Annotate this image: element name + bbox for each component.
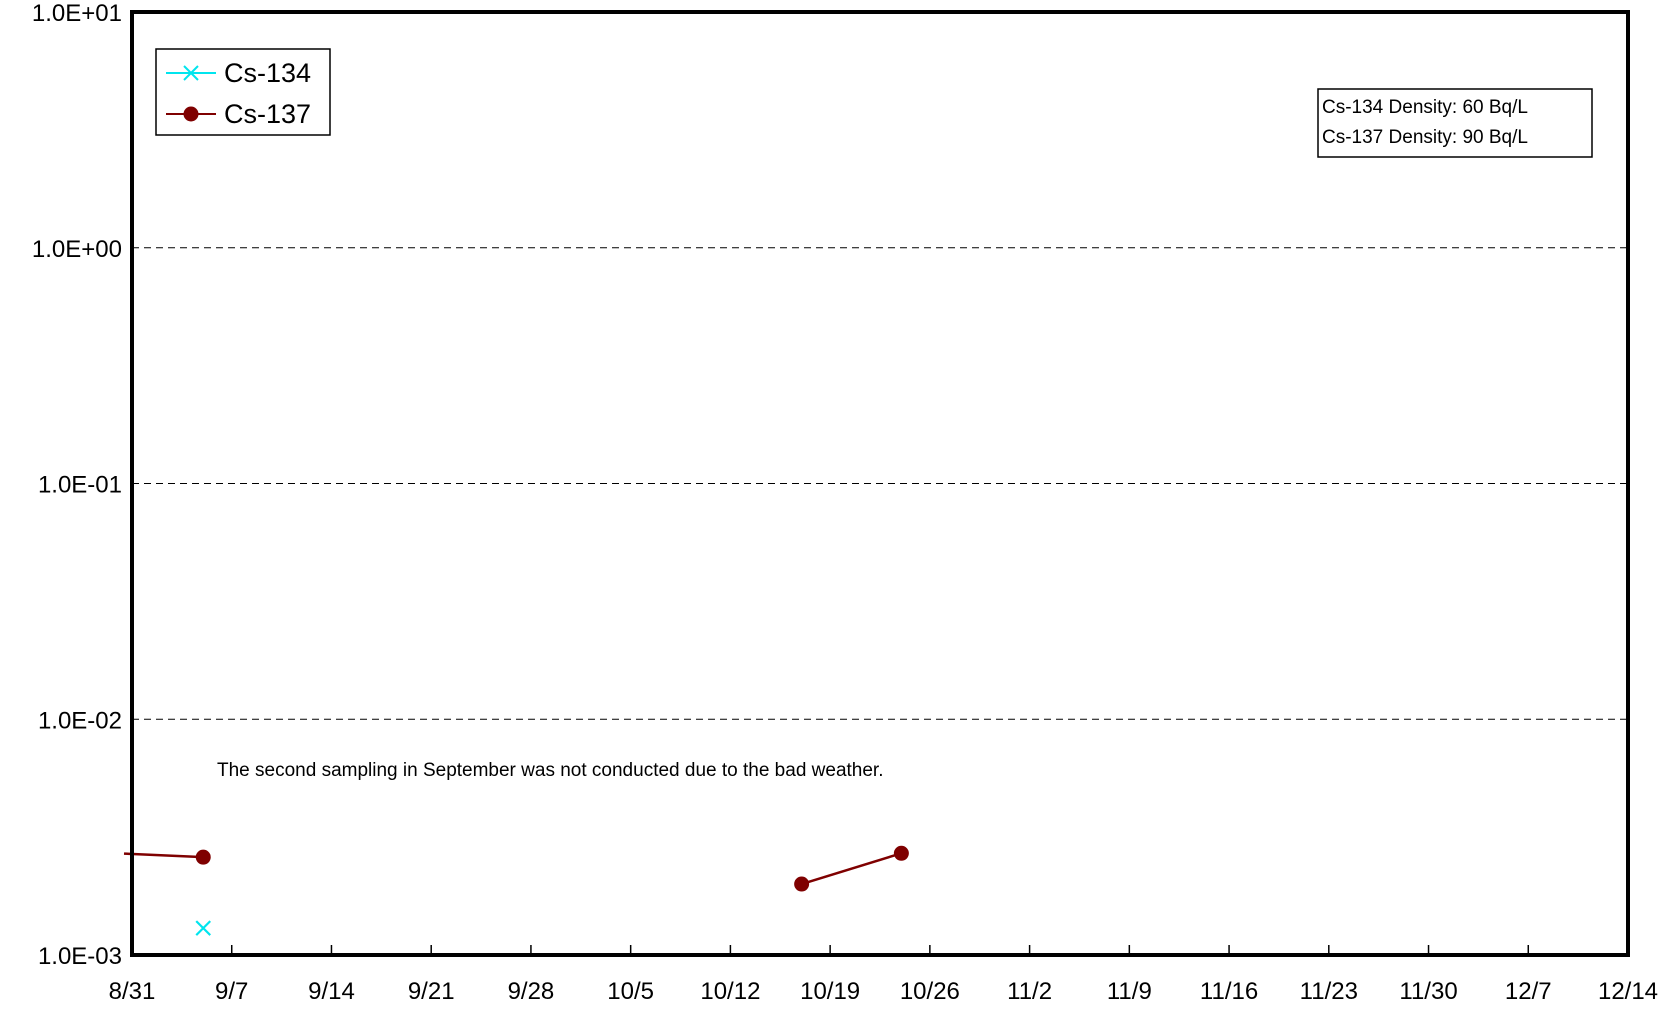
x-tick-label: 11/2 (1007, 978, 1052, 1005)
x-tick-label: 10/5 (607, 978, 654, 1005)
cs-134-point (195, 920, 212, 936)
legend-cs137-label: Cs-137 (224, 99, 311, 129)
x-axis-ticks: 8/31 9/7 9/14 9/21 9/28 10/5 10/12 10/19 10/26 11… (109, 945, 1658, 1005)
legend-box (155, 48, 331, 136)
x-tick-label: 10/12 (700, 978, 760, 1005)
plot-area-frame (130, 10, 1630, 957)
x-tick-label: 12/7 (1505, 978, 1552, 1005)
series-layer (123, 845, 909, 936)
x-tick-label: 11/23 (1300, 978, 1358, 1005)
sampling-note: The second sampling in September was not… (217, 760, 883, 781)
cs-137-point (893, 845, 909, 861)
x-tick-label: 9/28 (508, 978, 555, 1005)
y-tick-label: 1.0E-02 (38, 707, 122, 734)
x-tick-label: 8/31 (109, 978, 156, 1005)
y-tick-label: 1.0E+00 (32, 236, 122, 263)
y-axis-ticks: 1.0E-03 1.0E-02 1.0E-01 1.0E+00 1.0E+01 (32, 0, 122, 970)
x-tick-label: 9/21 (408, 978, 455, 1005)
density-info-line-1: Cs-134 Density: 60 Bq/L (1322, 97, 1528, 118)
x-tick-label: 10/19 (800, 978, 860, 1005)
x-tick-label: 10/26 (900, 978, 960, 1005)
y-tick-label: 1.0E-01 (38, 472, 122, 499)
cs-137-point (794, 876, 810, 892)
grid-lines (132, 247, 1628, 720)
density-info-box: Cs-134 Density: 60 Bq/L Cs-137 Density: … (1317, 88, 1593, 158)
cs-137-incoming-line (123, 852, 204, 859)
x-tick-label: 9/14 (308, 978, 355, 1005)
legend-cs137-circle-marker (183, 106, 199, 122)
y-tick-label: 1.0E-03 (38, 943, 122, 970)
legend-cs134-label: Cs-134 (224, 58, 311, 88)
x-tick-label: 11/9 (1107, 978, 1152, 1005)
cs-137-line-segment (801, 852, 902, 886)
density-info-frame (1317, 88, 1593, 158)
density-info-line-2: Cs-137 Density: 90 Bq/L (1322, 127, 1528, 148)
legend: Cs-134 Cs-137 (155, 48, 331, 136)
x-tick-label: 9/7 (215, 978, 248, 1005)
x-tick-label: 11/16 (1200, 978, 1258, 1005)
x-tick-label: 12/14 (1598, 978, 1658, 1005)
cs-137-point (195, 849, 211, 865)
x-tick-label: 11/30 (1399, 978, 1457, 1005)
y-tick-label: 1.0E+01 (32, 0, 122, 27)
legend-cs134-x-marker (183, 65, 199, 81)
